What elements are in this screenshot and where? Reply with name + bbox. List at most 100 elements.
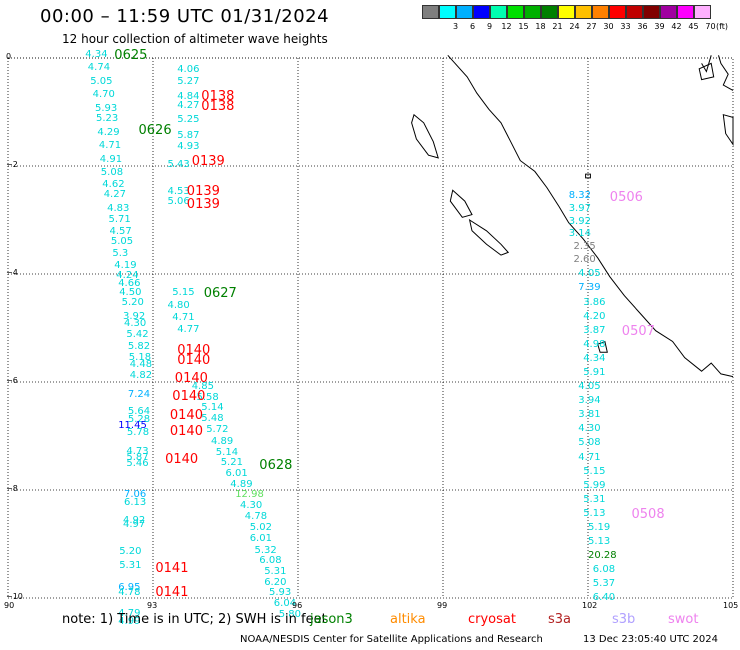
wave-height-value: 5.28 <box>127 413 151 425</box>
wave-height-value: 4.82 <box>129 369 153 381</box>
wave-height-value: 5.99 <box>583 479 606 491</box>
wave-height-value: 4.93 <box>177 140 200 152</box>
wave-height-value: 4.27 <box>177 100 200 112</box>
wave-height-value: 6.08 <box>259 554 282 566</box>
wave-height-value: 6.01 <box>249 532 272 544</box>
satellite-name: swot <box>668 612 699 627</box>
legend-swatch <box>507 5 524 19</box>
pass-time-label: 0140 <box>172 389 206 405</box>
wave-height-value: 4.57 <box>109 225 132 237</box>
pass-time-label: 0508 <box>631 507 665 522</box>
x-tick-label: 102 <box>582 601 598 610</box>
wave-height-value: 4.73 <box>126 446 149 458</box>
pass-time-label: 0140 <box>177 352 211 368</box>
bangka-island-edge <box>722 114 734 147</box>
wave-height-value: 5.05 <box>90 75 113 87</box>
lingga-north <box>701 55 712 73</box>
wave-height-value: 4.71 <box>578 451 601 463</box>
pass-time-label: 0139 <box>191 154 225 170</box>
wave-height-value: 4.29 <box>97 126 120 138</box>
sipora-island <box>449 189 473 218</box>
wave-height-value: 4.74 <box>87 62 111 74</box>
wave-height-value: 4.78 <box>118 586 141 598</box>
wave-height-value: 4.30 <box>578 423 601 434</box>
legend-swatch <box>558 5 575 19</box>
wave-height-value: 4.92 <box>123 514 146 526</box>
wave-height-value: 3.14 <box>568 227 591 239</box>
wave-height-value: 4.70 <box>92 89 115 101</box>
wave-height-value: 5.05 <box>110 236 134 248</box>
legend-swatch <box>439 5 456 19</box>
wave-height-value: 4.71 <box>172 311 195 323</box>
wave-height-value: 5.31 <box>264 565 287 577</box>
wave-height-value: 5.82 <box>127 340 151 352</box>
wave-height-value: 4.30 <box>240 500 263 512</box>
legend-swatch <box>456 5 473 19</box>
pass-time-label: 0138 <box>201 89 235 105</box>
pass-time-label: 0140 <box>165 452 199 467</box>
wave-height-value: 3.94 <box>578 394 601 406</box>
legend-label: 12 <box>501 22 512 31</box>
wave-height-value: 2.60 <box>573 254 596 265</box>
wave-height-value: 4.71 <box>98 140 122 151</box>
wave-height-value: 6.20 <box>264 576 287 588</box>
legend-swatch <box>524 5 541 19</box>
wave-height-value: 4.79 <box>118 607 141 619</box>
legend-swatch <box>422 5 439 19</box>
pass-time-label: 0141 <box>155 561 189 576</box>
footer-note: note: 1) Time is in UTC; 2) SWH is in fe… <box>62 612 327 627</box>
wave-height-value: 5.25 <box>177 113 200 125</box>
legend-label: 42 <box>671 22 682 31</box>
wave-height-value: 5.87 <box>177 129 200 141</box>
wave-height-value: 6.04 <box>273 597 297 609</box>
wave-height-value: 5.93 <box>269 587 292 599</box>
pass-time-label: 0140 <box>174 371 208 386</box>
legend-label: 3 <box>452 22 459 31</box>
wave-height-value: 5.58 <box>196 391 219 403</box>
wave-height-value: 5.42 <box>126 329 149 340</box>
wave-height-value: 6.40 <box>592 592 616 603</box>
wave-height-value: 5.80 <box>278 608 301 620</box>
pass-time-label: 0506 <box>609 189 643 205</box>
lingga-island <box>698 62 715 81</box>
satellite-name: altika <box>390 612 426 627</box>
wave-height-value: 4.27 <box>103 189 126 201</box>
wave-height-value: 6.95 <box>118 581 141 593</box>
pass-time-label: 0140 <box>169 423 203 439</box>
y-tick-label: −4 <box>6 268 18 277</box>
wave-height-value: 5.78 <box>126 426 150 438</box>
wave-height-value: 4.97 <box>123 518 146 530</box>
wave-height-value: 5.72 <box>206 424 229 436</box>
sumatra-coastline <box>447 54 734 378</box>
wave-height-value: 4.62 <box>102 178 125 190</box>
wave-height-value: 4.19 <box>114 260 137 272</box>
wave-height-value: 4.89 <box>230 478 253 490</box>
wave-height-value: 5.31 <box>119 560 142 572</box>
legend-label: 39 <box>654 22 665 31</box>
wave-height-value: 4.30 <box>124 318 147 330</box>
legend-label: 6 <box>469 22 476 31</box>
wave-height-value: 5.31 <box>583 493 606 505</box>
wave-height-value: 4.98 <box>583 338 606 350</box>
legend-label: 45 <box>688 22 699 31</box>
wave-height-value: 4.80 <box>167 300 190 312</box>
wave-height-value: 5.15 <box>172 286 195 298</box>
pass-time-label: 0138 <box>201 98 235 114</box>
wave-height-value: 5.14 <box>215 446 239 458</box>
page-subtitle: 12 hour collection of altimeter wave hei… <box>62 32 328 46</box>
legend-label: 21 <box>552 22 563 31</box>
wave-height-value: 5.20 <box>119 545 142 557</box>
wave-height-value: 11.45 <box>118 420 147 432</box>
pass-time-label: 0140 <box>177 343 211 359</box>
wave-height-value: 4.50 <box>119 286 142 298</box>
wave-height-value: 4.78 <box>244 511 268 522</box>
wave-height-value: 3.92 <box>568 215 591 227</box>
wave-height-value: 5.3 <box>112 247 129 259</box>
wave-height-value: 5.13 <box>583 507 606 519</box>
legend-swatch <box>660 5 677 19</box>
legend-label: 36 <box>637 22 648 31</box>
wave-height-value: 5.02 <box>249 521 272 533</box>
credit-line: NOAA/NESDIS Center for Satellite Applica… <box>240 634 543 645</box>
wave-height-value: 4.05 <box>578 268 601 279</box>
